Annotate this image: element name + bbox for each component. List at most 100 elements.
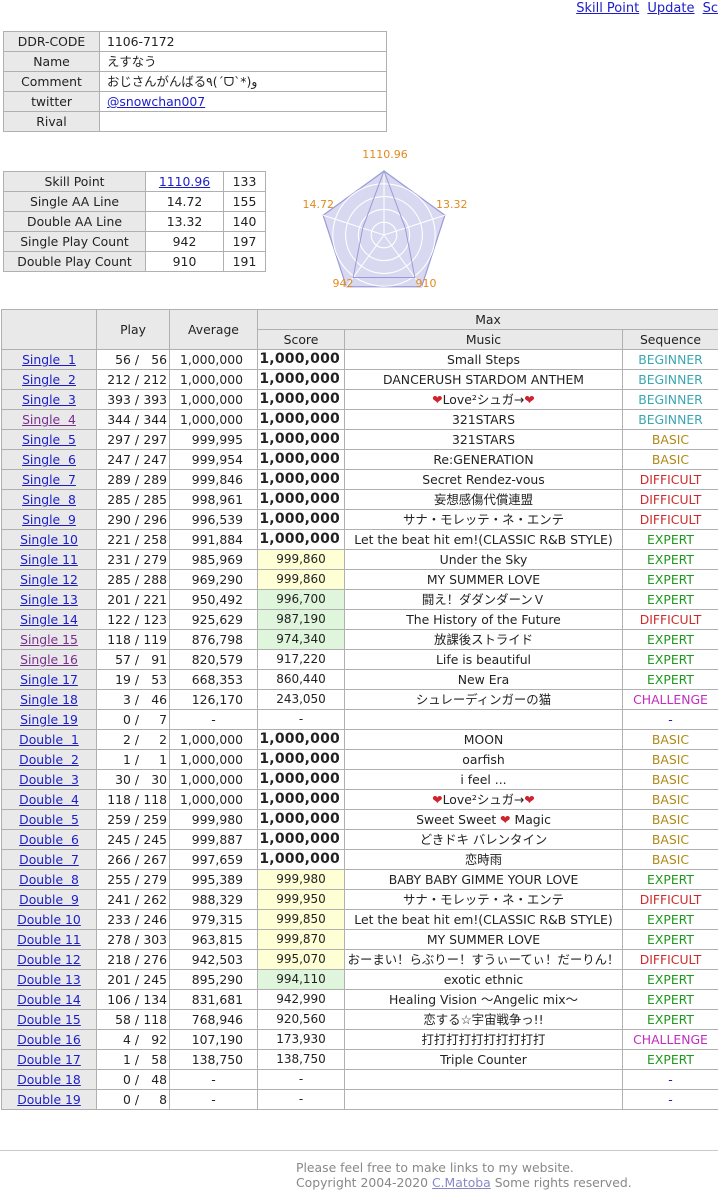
level-link[interactable]: Double 12 <box>17 952 81 967</box>
level-link[interactable]: Single 5 <box>22 432 76 447</box>
average-cell: 950,492 <box>169 589 258 610</box>
average-cell: 969,290 <box>169 569 258 590</box>
play-count-cell: 56 / 56 <box>96 349 170 370</box>
play-cleared: 218 <box>107 952 131 967</box>
level-link[interactable]: Double 4 <box>19 792 79 807</box>
twitter-link[interactable]: @snowchan007 <box>107 94 206 109</box>
level-link[interactable]: Single 4 <box>22 412 76 427</box>
play-count-cell: 0 / 8 <box>96 1089 170 1110</box>
level-link[interactable]: Double 16 <box>17 1032 81 1047</box>
sequence-cell: EXPERT <box>622 549 718 570</box>
music-cell: 放課後ストライド <box>344 629 623 650</box>
level-link[interactable]: Double 7 <box>19 852 79 867</box>
table-row: Double 4 118 / 118 1,000,000 1,000,000 ❤Love… <box>1 789 718 810</box>
level-link[interactable]: Double 2 <box>19 752 79 767</box>
level-header <box>1 309 97 350</box>
average-cell: 1,000,000 <box>169 769 258 790</box>
average-cell: 996,539 <box>169 509 258 530</box>
level-link[interactable]: Single 1 <box>22 352 76 367</box>
level-link[interactable]: Single 13 <box>20 592 78 607</box>
music-cell: DANCERUSH STARDOM ANTHEM <box>344 369 623 390</box>
table-row: Double 3 30 / 30 1,000,000 1,000,000 i feel … <box>1 769 718 790</box>
level-link[interactable]: Double 9 <box>19 892 79 907</box>
level-link[interactable]: Double 11 <box>17 932 81 947</box>
level-link[interactable]: Single 9 <box>22 512 76 527</box>
author-link[interactable]: C.Matoba <box>431 1175 491 1190</box>
max-score-cell: 999,850 <box>257 909 345 930</box>
sequence-header: Sequence <box>622 329 718 350</box>
max-score-cell: 1,000,000 <box>257 369 345 390</box>
nav-update-link[interactable]: Update <box>647 1 695 16</box>
level-link[interactable]: Single 6 <box>22 452 76 467</box>
play-separator: / <box>130 992 143 1007</box>
level-cell: Single 7 <box>1 469 97 490</box>
table-row: Single 7 289 / 289 999,846 1,000,000 Secret … <box>1 469 718 490</box>
sequence-cell: BASIC <box>622 749 718 770</box>
level-link[interactable]: Single 15 <box>20 632 78 647</box>
level-link[interactable]: Double 13 <box>17 972 81 987</box>
level-link[interactable]: Double 18 <box>17 1072 81 1087</box>
play-total: 259 <box>143 812 167 827</box>
level-link[interactable]: Double 5 <box>19 812 79 827</box>
average-cell: 1,000,000 <box>169 409 258 430</box>
level-link[interactable]: Double 10 <box>17 912 81 927</box>
level-link[interactable]: Single 12 <box>20 572 78 587</box>
music-cell: おーまい！らぶりー！すうぃーてぃ！だーりん！ <box>344 949 623 970</box>
level-link[interactable]: Single 7 <box>22 472 76 487</box>
sequence-cell: BASIC <box>622 429 718 450</box>
level-link[interactable]: Double 17 <box>17 1052 81 1067</box>
level-link[interactable]: Double 3 <box>19 772 79 787</box>
nav-skill-point-link[interactable]: Skill Point <box>576 1 640 16</box>
play-cleared: 297 <box>107 432 131 447</box>
level-link[interactable]: Double 6 <box>19 832 79 847</box>
level-link[interactable]: Single 17 <box>20 672 78 687</box>
max-score-cell: 1,000,000 <box>257 529 345 550</box>
level-link[interactable]: Single 2 <box>22 372 76 387</box>
music-cell: The History of the Future <box>344 609 623 630</box>
level-link[interactable]: Double 19 <box>17 1092 81 1107</box>
play-count-cell: 30 / 30 <box>96 769 170 790</box>
sequence-cell: EXPERT <box>622 929 718 950</box>
level-link[interactable]: Single 14 <box>20 612 78 627</box>
level-link[interactable]: Single 11 <box>20 552 78 567</box>
music-cell: Small Steps <box>344 349 623 370</box>
play-cleared: 0 <box>123 1072 131 1087</box>
level-link[interactable]: Double 8 <box>19 872 79 887</box>
level-link[interactable]: Single 19 <box>20 712 78 727</box>
sequence-cell: BASIC <box>622 829 718 850</box>
level-link[interactable]: Single 16 <box>20 652 78 667</box>
sequence-cell: BASIC <box>622 789 718 810</box>
level-cell: Single 4 <box>1 409 97 430</box>
level-cell: Single 16 <box>1 649 97 670</box>
level-cell: Double 10 <box>1 909 97 930</box>
top-navigation: Skill Point Update Sc <box>572 1 718 16</box>
level-link[interactable]: Single 10 <box>20 532 78 547</box>
level-link[interactable]: Single 8 <box>22 492 76 507</box>
skill-value-cell: 1110.96 <box>145 171 224 192</box>
max-score-cell: 999,860 <box>257 549 345 570</box>
level-link[interactable]: Double 15 <box>17 1012 81 1027</box>
play-count-cell: 344 / 344 <box>96 409 170 430</box>
max-score-cell: - <box>257 1089 345 1110</box>
table-row: Single 5 297 / 297 999,995 1,000,000 321STAR… <box>1 429 718 450</box>
play-total: 279 <box>143 872 167 887</box>
level-link[interactable]: Single 18 <box>20 692 78 707</box>
play-separator: / <box>130 572 143 587</box>
play-cleared: 0 <box>123 1092 131 1107</box>
sequence-cell: - <box>622 709 718 730</box>
level-link[interactable]: Double 1 <box>19 732 79 747</box>
play-cleared: 245 <box>107 832 131 847</box>
play-separator: / <box>130 592 143 607</box>
skill-point-link[interactable]: 1110.96 <box>158 174 211 189</box>
level-link[interactable]: Single 3 <box>22 392 76 407</box>
nav-extra-link[interactable]: Sc <box>702 1 718 16</box>
music-cell <box>344 1089 623 1110</box>
sequence-cell: CHALLENGE <box>622 1029 718 1050</box>
sequence-cell: EXPERT <box>622 909 718 930</box>
level-cell: Single 12 <box>1 569 97 590</box>
max-score-cell: 917,220 <box>257 649 345 670</box>
music-cell: どきドキ バレンタイン <box>344 829 623 850</box>
average-cell: 999,954 <box>169 449 258 470</box>
average-cell: 126,170 <box>169 689 258 710</box>
level-link[interactable]: Double 14 <box>17 992 81 1007</box>
